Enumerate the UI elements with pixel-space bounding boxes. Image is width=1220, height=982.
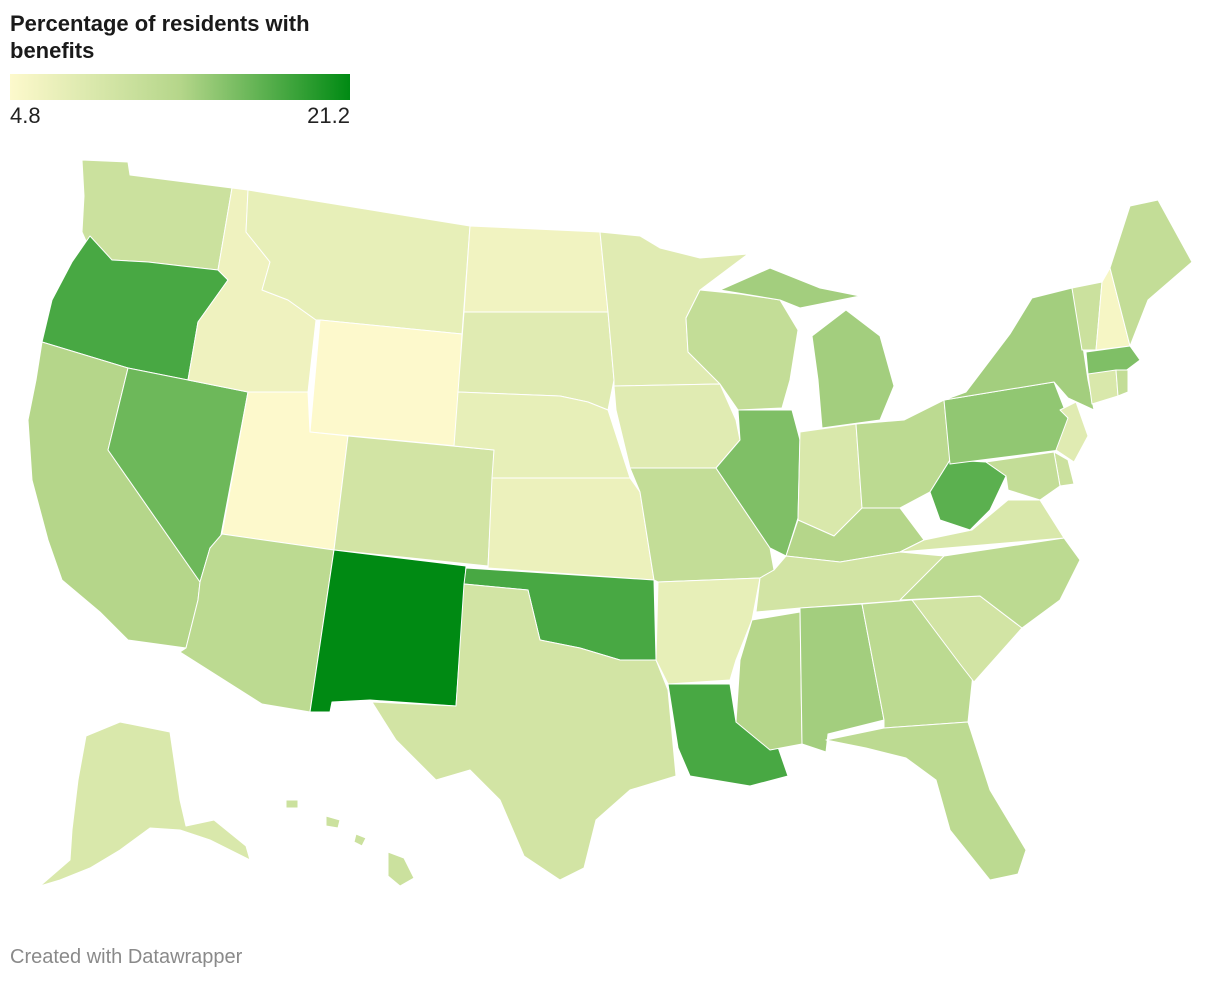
state-virginia[interactable] [899,499,1065,553]
legend-max-label: 21.2 [307,103,350,128]
state-new-mexico[interactable] [309,549,467,713]
state-new-jersey[interactable] [1055,401,1089,463]
legend-min-label: 4.8 [10,103,41,128]
state-michigan[interactable] [719,267,895,429]
state-louisiana[interactable] [667,683,789,787]
state-connecticut[interactable] [1087,369,1119,405]
state-hawaii[interactable] [285,799,415,887]
state-iowa[interactable] [613,383,741,469]
state-alaska[interactable] [39,721,251,887]
state-colorado[interactable] [333,435,495,567]
state-texas[interactable] [371,583,677,881]
state-florida[interactable] [825,721,1027,881]
state-north-carolina[interactable] [899,537,1081,629]
us-states-map [27,159,1193,887]
state-rhode-island[interactable] [1115,369,1129,397]
footer-credit: Created with Datawrapper [10,946,243,968]
state-north-dakota[interactable] [463,225,609,313]
state-new-york[interactable] [943,287,1095,411]
state-tennessee[interactable] [755,551,945,613]
state-wyoming[interactable] [309,319,463,447]
map-title: Percentage of residents with benefits [10,11,310,63]
state-arkansas[interactable] [655,577,761,685]
state-kansas[interactable] [487,477,655,581]
color-legend-bar [10,74,350,100]
state-maryland[interactable] [985,451,1061,501]
